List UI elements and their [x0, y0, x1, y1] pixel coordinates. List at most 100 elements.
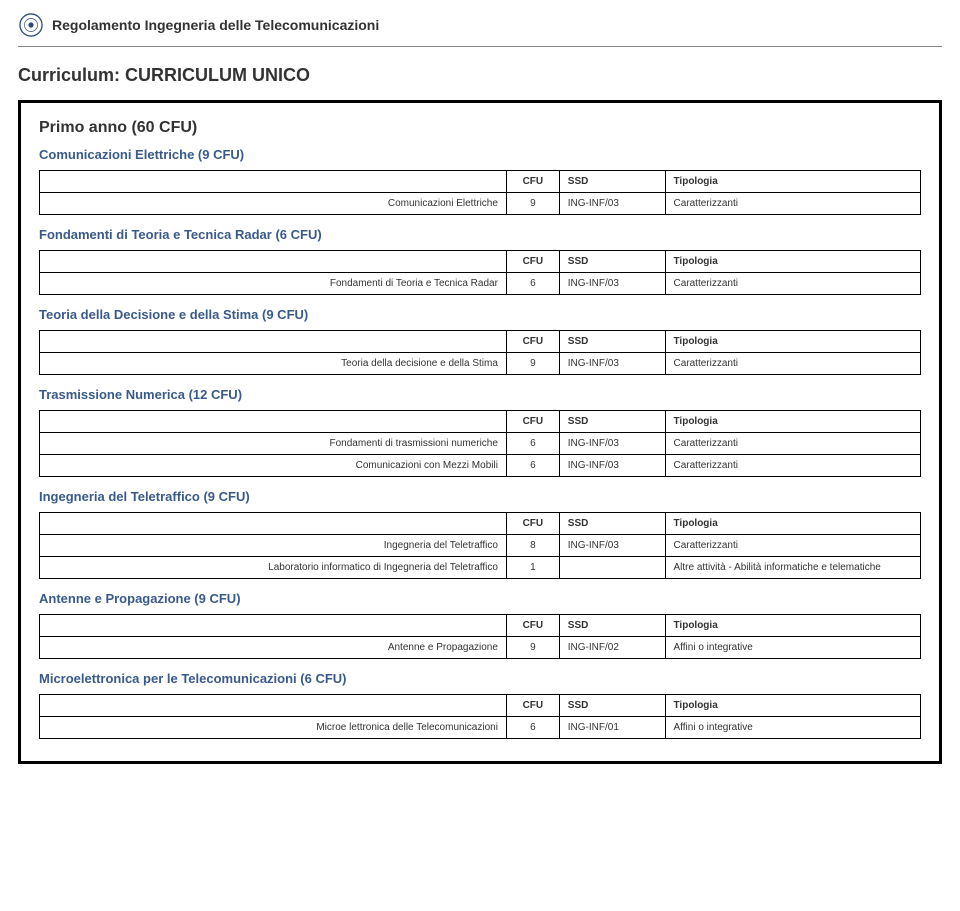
- table-header-row: CFUSSDTipologia: [40, 695, 921, 717]
- cell-ssd: ING-INF/03: [559, 433, 665, 455]
- cell-course-name: Comunicazioni Elettriche: [40, 193, 507, 215]
- table-row: Teoria della decisione e della Stima9ING…: [40, 353, 921, 375]
- col-tipologia: Tipologia: [665, 171, 921, 193]
- cell-ssd: ING-INF/03: [559, 273, 665, 295]
- table-header-row: CFUSSDTipologia: [40, 615, 921, 637]
- table-header-row: CFUSSDTipologia: [40, 411, 921, 433]
- col-ssd: SSD: [559, 615, 665, 637]
- cell-course-name: Microe lettronica delle Telecomunicazion…: [40, 717, 507, 739]
- col-ssd: SSD: [559, 331, 665, 353]
- cell-cfu: 6: [506, 717, 559, 739]
- col-cfu: CFU: [506, 331, 559, 353]
- page-header: Regolamento Ingegneria delle Telecomunic…: [18, 12, 942, 42]
- cell-tipologia: Affini o integrative: [665, 637, 921, 659]
- course-table: CFUSSDTipologiaComunicazioni Elettriche9…: [39, 170, 921, 215]
- col-cfu: CFU: [506, 251, 559, 273]
- col-ssd: SSD: [559, 695, 665, 717]
- col-name: [40, 171, 507, 193]
- col-cfu: CFU: [506, 411, 559, 433]
- table-row: Antenne e Propagazione9ING-INF/02Affini …: [40, 637, 921, 659]
- table-header-row: CFUSSDTipologia: [40, 513, 921, 535]
- cell-course-name: Comunicazioni con Mezzi Mobili: [40, 455, 507, 477]
- table-row: Laboratorio informatico di Ingegneria de…: [40, 557, 921, 579]
- col-tipologia: Tipologia: [665, 331, 921, 353]
- cell-course-name: Laboratorio informatico di Ingegneria de…: [40, 557, 507, 579]
- cell-course-name: Fondamenti di Teoria e Tecnica Radar: [40, 273, 507, 295]
- col-name: [40, 251, 507, 273]
- col-ssd: SSD: [559, 171, 665, 193]
- col-name: [40, 615, 507, 637]
- table-header-row: CFUSSDTipologia: [40, 251, 921, 273]
- col-cfu: CFU: [506, 615, 559, 637]
- col-tipologia: Tipologia: [665, 513, 921, 535]
- table-header-row: CFUSSDTipologia: [40, 171, 921, 193]
- course-table: CFUSSDTipologiaFondamenti di trasmission…: [39, 410, 921, 477]
- col-cfu: CFU: [506, 513, 559, 535]
- course-table: CFUSSDTipologiaIngegneria del Teletraffi…: [39, 512, 921, 579]
- table-row: Ingegneria del Teletraffico8ING-INF/03Ca…: [40, 535, 921, 557]
- institution-logo: [18, 12, 44, 38]
- year-title: Primo anno (60 CFU): [39, 119, 921, 137]
- cell-tipologia: Caratterizzanti: [665, 353, 921, 375]
- cell-cfu: 9: [506, 637, 559, 659]
- section-title: Fondamenti di Teoria e Tecnica Radar (6 …: [39, 227, 921, 242]
- table-row: Comunicazioni Elettriche9ING-INF/03Carat…: [40, 193, 921, 215]
- col-name: [40, 513, 507, 535]
- cell-ssd: ING-INF/02: [559, 637, 665, 659]
- course-table: CFUSSDTipologiaAntenne e Propagazione9IN…: [39, 614, 921, 659]
- cell-cfu: 6: [506, 455, 559, 477]
- section-title: Trasmissione Numerica (12 CFU): [39, 387, 921, 402]
- cell-ssd: ING-INF/03: [559, 353, 665, 375]
- col-ssd: SSD: [559, 411, 665, 433]
- cell-tipologia: Caratterizzanti: [665, 433, 921, 455]
- table-row: Comunicazioni con Mezzi Mobili6ING-INF/0…: [40, 455, 921, 477]
- section-title: Antenne e Propagazione (9 CFU): [39, 591, 921, 606]
- cell-tipologia: Altre attività - Abilità informatiche e …: [665, 557, 921, 579]
- col-tipologia: Tipologia: [665, 411, 921, 433]
- cell-cfu: 9: [506, 353, 559, 375]
- table-row: Microe lettronica delle Telecomunicazion…: [40, 717, 921, 739]
- cell-tipologia: Caratterizzanti: [665, 273, 921, 295]
- curriculum-title: Curriculum: CURRICULUM UNICO: [18, 65, 942, 86]
- course-table: CFUSSDTipologiaTeoria della decisione e …: [39, 330, 921, 375]
- cell-course-name: Teoria della decisione e della Stima: [40, 353, 507, 375]
- table-header-row: CFUSSDTipologia: [40, 331, 921, 353]
- col-ssd: SSD: [559, 251, 665, 273]
- cell-ssd: ING-INF/03: [559, 535, 665, 557]
- cell-ssd: [559, 557, 665, 579]
- cell-ssd: ING-INF/01: [559, 717, 665, 739]
- cell-course-name: Antenne e Propagazione: [40, 637, 507, 659]
- col-cfu: CFU: [506, 171, 559, 193]
- document-title: Regolamento Ingegneria delle Telecomunic…: [52, 17, 379, 33]
- col-name: [40, 695, 507, 717]
- table-row: Fondamenti di Teoria e Tecnica Radar6ING…: [40, 273, 921, 295]
- section-title: Teoria della Decisione e della Stima (9 …: [39, 307, 921, 322]
- cell-course-name: Ingegneria del Teletraffico: [40, 535, 507, 557]
- col-name: [40, 331, 507, 353]
- cell-cfu: 6: [506, 433, 559, 455]
- cell-cfu: 8: [506, 535, 559, 557]
- cell-tipologia: Caratterizzanti: [665, 193, 921, 215]
- course-table: CFUSSDTipologiaMicroe lettronica delle T…: [39, 694, 921, 739]
- col-tipologia: Tipologia: [665, 251, 921, 273]
- col-tipologia: Tipologia: [665, 695, 921, 717]
- col-tipologia: Tipologia: [665, 615, 921, 637]
- col-ssd: SSD: [559, 513, 665, 535]
- cell-tipologia: Affini o integrative: [665, 717, 921, 739]
- cell-cfu: 1: [506, 557, 559, 579]
- cell-cfu: 9: [506, 193, 559, 215]
- header-divider: [18, 46, 942, 47]
- cell-tipologia: Caratterizzanti: [665, 455, 921, 477]
- cell-cfu: 6: [506, 273, 559, 295]
- table-row: Fondamenti di trasmissioni numeriche6ING…: [40, 433, 921, 455]
- col-cfu: CFU: [506, 695, 559, 717]
- sections-container: Comunicazioni Elettriche (9 CFU)CFUSSDTi…: [39, 147, 921, 739]
- section-title: Microelettronica per le Telecomunicazion…: [39, 671, 921, 686]
- cell-ssd: ING-INF/03: [559, 455, 665, 477]
- cell-course-name: Fondamenti di trasmissioni numeriche: [40, 433, 507, 455]
- cell-tipologia: Caratterizzanti: [665, 535, 921, 557]
- year-box: Primo anno (60 CFU) Comunicazioni Elettr…: [18, 100, 942, 764]
- section-title: Comunicazioni Elettriche (9 CFU): [39, 147, 921, 162]
- course-table: CFUSSDTipologiaFondamenti di Teoria e Te…: [39, 250, 921, 295]
- cell-ssd: ING-INF/03: [559, 193, 665, 215]
